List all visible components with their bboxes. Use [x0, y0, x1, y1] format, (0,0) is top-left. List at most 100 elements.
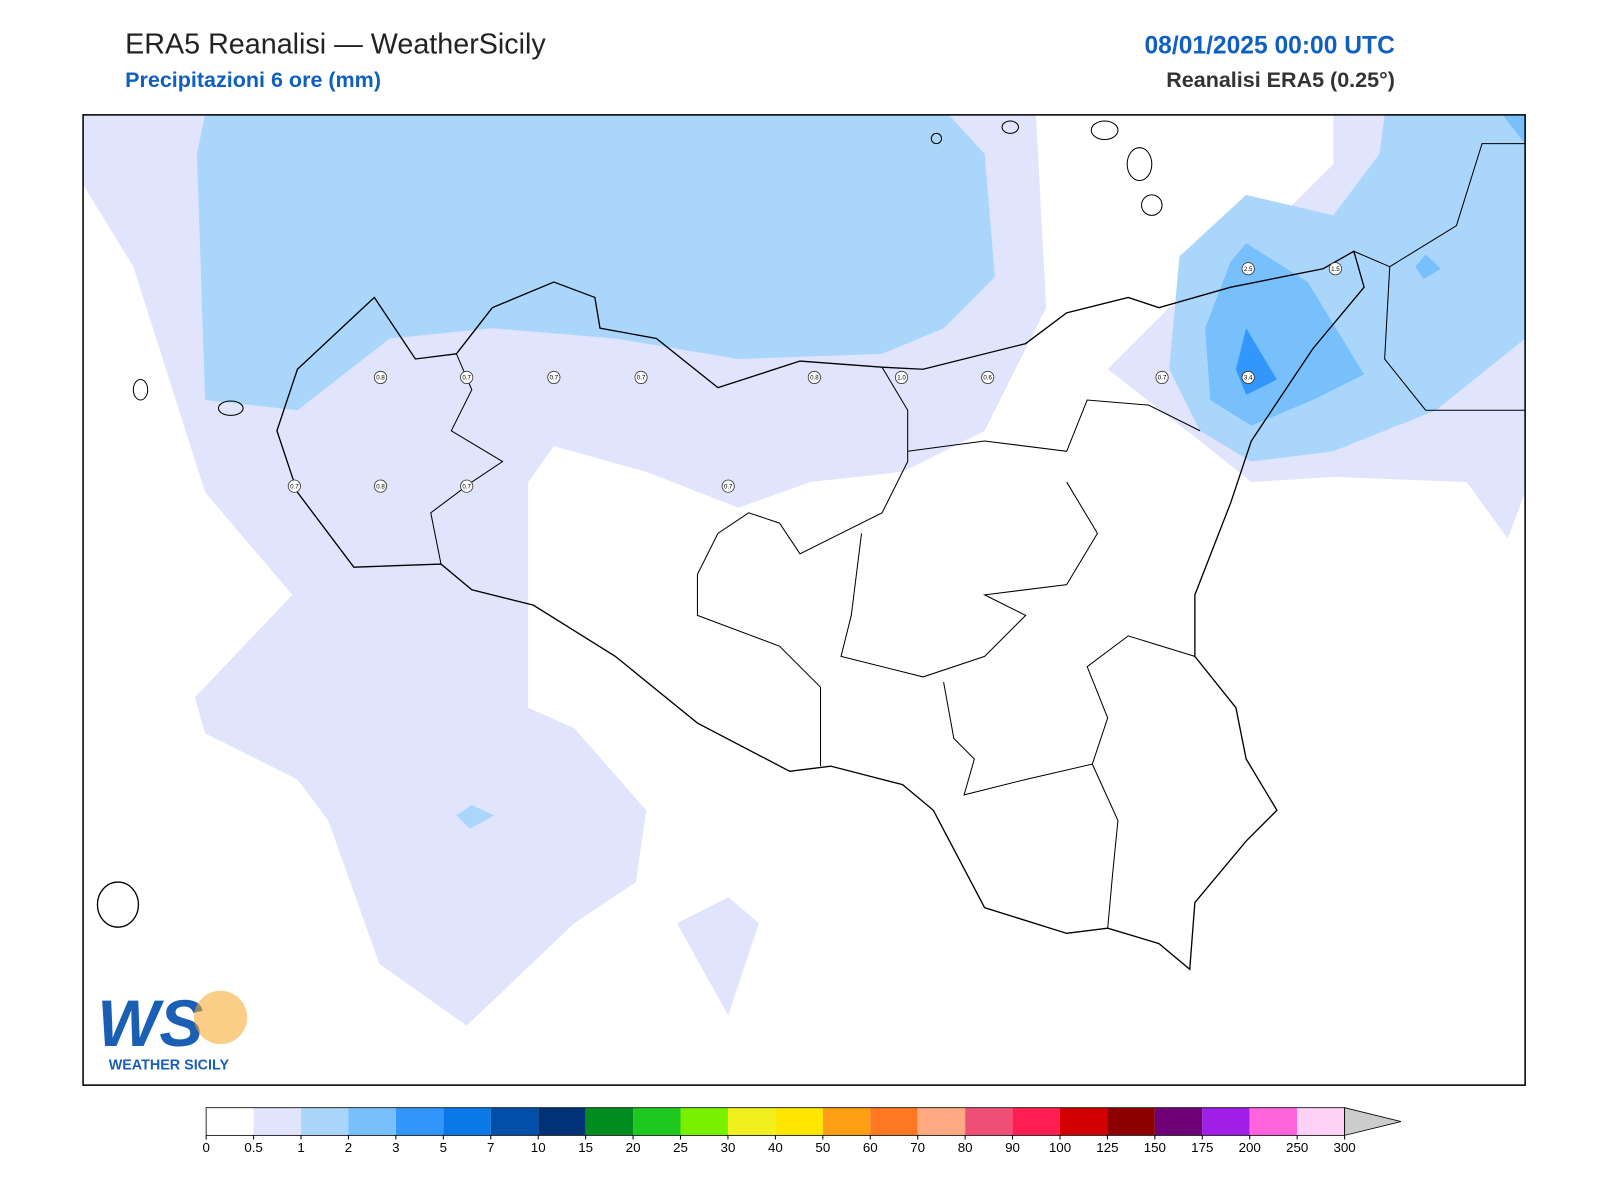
- colorbar-bin: [1297, 1107, 1345, 1136]
- logo: WS WEATHER SICILY: [97, 987, 248, 1074]
- colorbar-tick-label: 1: [297, 1140, 304, 1155]
- point-marker: [981, 370, 995, 384]
- colorbar-bin: [680, 1107, 728, 1136]
- colorbar-bin: [348, 1107, 396, 1136]
- colorbar-tick-label: 5: [440, 1140, 447, 1155]
- map-frame: [82, 114, 1526, 1086]
- point-value: 0.8: [376, 483, 385, 490]
- point-label: 0.7: [460, 370, 474, 384]
- point-value: 1.5: [1331, 266, 1340, 273]
- point-label: 1.5: [1328, 262, 1342, 276]
- point-marker: [373, 370, 388, 384]
- colorbar-bin: [443, 1107, 491, 1136]
- point-value: 0.8: [810, 375, 819, 382]
- point-value: 0.6: [983, 375, 992, 382]
- island: [132, 378, 149, 401]
- point-marker: [1155, 370, 1169, 384]
- logo-name: WEATHER SICILY: [109, 1058, 230, 1074]
- colorbar-bin: [727, 1107, 776, 1136]
- point-label: 0.7: [634, 370, 648, 384]
- colorbar-bin: [633, 1107, 681, 1136]
- point-value: 0.7: [724, 483, 733, 490]
- region-border: [696, 366, 909, 767]
- colorbar-bin: [1154, 1107, 1203, 1136]
- colorbar-bin: [301, 1107, 349, 1136]
- point-marker: [460, 370, 474, 384]
- point-marker: [460, 479, 474, 493]
- colorbar-bin: [206, 1107, 254, 1136]
- colorbar-tick-label: 150: [1144, 1140, 1166, 1155]
- point-label: 0.7: [547, 370, 561, 384]
- coastline: [276, 250, 1365, 971]
- point-marker: [1328, 262, 1342, 276]
- colorbar-tick-label: 7: [487, 1140, 494, 1155]
- colorbar-bin: [1202, 1107, 1250, 1136]
- region-border: [840, 481, 1099, 678]
- colorbar-bin: [775, 1107, 823, 1136]
- point-marker: [807, 370, 821, 384]
- point-marker: [721, 479, 735, 493]
- island: [217, 400, 244, 416]
- region-border: [907, 399, 1201, 452]
- colorbar-bin: [585, 1107, 634, 1136]
- colorbar-tick-label: 0.5: [244, 1140, 263, 1155]
- colorbar: 0 0.5 1 2 3 5 7 10 15 20 25 30 40 50 60 70 80 90 100 125 150…: [202, 1107, 1402, 1155]
- colorbar-tick-label: 3: [392, 1140, 399, 1155]
- colorbar-tick-label: 250: [1286, 1140, 1308, 1155]
- point-marker: [373, 479, 388, 493]
- island: [1126, 147, 1153, 182]
- precip-area: [196, 114, 995, 411]
- title: ERA5 Reanalisi — WeatherSicily: [125, 28, 546, 60]
- point-label: 0.7: [721, 479, 735, 493]
- island: [1141, 194, 1163, 216]
- point-value: 0.7: [550, 375, 559, 382]
- island: [96, 881, 140, 928]
- point-value: 1.0: [897, 375, 906, 382]
- coastline: [1353, 250, 1526, 411]
- point-label: 0.8: [807, 370, 821, 384]
- colorbar-bin: [1107, 1107, 1155, 1136]
- colorbar-tick-label: 10: [531, 1140, 546, 1155]
- point-label: 0.7: [1155, 370, 1169, 384]
- point-value: 0.7: [290, 483, 299, 490]
- logo-letters: WS: [97, 987, 203, 1060]
- colorbar-tick-label: 30: [721, 1140, 736, 1155]
- point-label: 3.4: [1241, 370, 1255, 384]
- colorbar-tick-label: 125: [1096, 1140, 1118, 1155]
- point-label: 2.5: [1241, 262, 1255, 276]
- point-value: 0.7: [637, 375, 646, 382]
- point-value: 0.7: [462, 483, 471, 490]
- colorbar-bin: [1012, 1107, 1060, 1136]
- colorbar-bin: [822, 1107, 871, 1136]
- colorbar-tick-label: 70: [910, 1140, 925, 1155]
- colorbar-bin: [870, 1107, 918, 1136]
- island: [1001, 120, 1019, 134]
- region-border: [430, 353, 504, 565]
- colorbar-bin: [965, 1107, 1013, 1136]
- colorbar-tick-label: 80: [958, 1140, 973, 1155]
- point-label: 0.6: [981, 370, 995, 384]
- point-marker: [287, 479, 301, 493]
- precip-area: [676, 897, 759, 1016]
- point-marker: [547, 370, 561, 384]
- colorbar-bin: [538, 1107, 586, 1136]
- point-label: 0.7: [460, 479, 474, 493]
- colorbar-bin: [253, 1107, 302, 1136]
- colorbar-tick-label: 0: [202, 1140, 209, 1155]
- point-value: 0.8: [376, 375, 385, 382]
- datetime: 08/01/2025 00:00 UTC: [1144, 32, 1395, 59]
- colorbar-tick-label: 15: [578, 1140, 593, 1155]
- map: 0.8 0.7 0.7 0.7 0.8 1.0 0.6 0.7 3.4 2.5 1.5 0.7 0.8 0…: [82, 114, 1526, 1086]
- island: [1090, 120, 1119, 140]
- region-border: [1091, 763, 1119, 929]
- point-label: 0.7: [287, 479, 301, 493]
- point-marker: [634, 370, 648, 384]
- colorbar-bin: [1060, 1107, 1108, 1136]
- colorbar-tick-label: 20: [626, 1140, 641, 1155]
- colorbar-tick-label: 40: [768, 1140, 783, 1155]
- point-value: 0.7: [1158, 375, 1167, 382]
- logo-sun: [193, 990, 248, 1045]
- point-marker: [1241, 262, 1255, 276]
- precip-area: [1415, 254, 1442, 279]
- region-border: [943, 635, 1196, 796]
